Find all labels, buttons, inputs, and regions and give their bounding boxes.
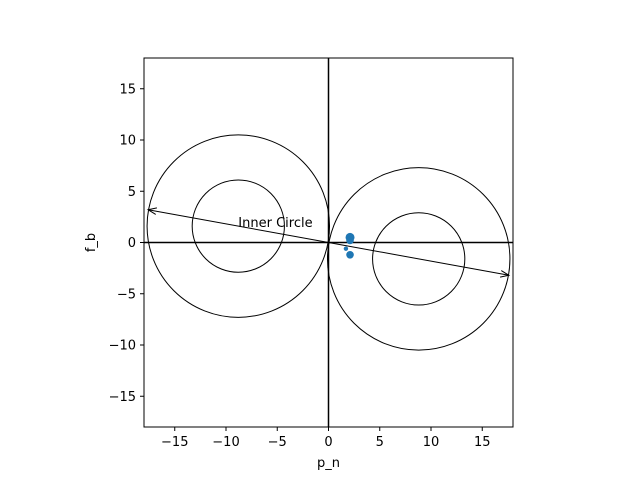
- scatter-point-2: [346, 236, 354, 245]
- axes-frame: [143, 57, 514, 428]
- left-arrow-head: [146, 207, 158, 215]
- x-tick-label: 5: [376, 435, 384, 450]
- right-arrow-shaft: [328, 242, 509, 276]
- x-tick-label: −15: [161, 435, 188, 450]
- left-arrow-shaft: [148, 209, 329, 243]
- right-outer-circle: [326, 167, 511, 351]
- y-tick-label: 5: [128, 185, 136, 200]
- y-tick-label: 15: [119, 82, 136, 97]
- axis-ticks: −15 −10 −5 0 5 10 15 −15 −10 −5 0 5 10 15: [109, 82, 491, 450]
- y-tick-label: 0: [128, 236, 136, 251]
- x-axis-label: p_n: [317, 456, 340, 471]
- y-tick-label: 10: [119, 134, 136, 149]
- x-tick-label: −5: [268, 435, 287, 450]
- x-tick-label: 0: [324, 435, 332, 450]
- x-tick-label: 15: [474, 435, 491, 450]
- x-tick-label: −10: [212, 435, 239, 450]
- y-tick-label: −5: [117, 287, 136, 302]
- right-arrow-head: [499, 270, 511, 278]
- y-axis-label: f_b: [84, 233, 99, 252]
- y-tick-label: −10: [109, 339, 136, 354]
- scatter-point-4: [346, 251, 354, 259]
- y-tick-label: −15: [109, 390, 136, 405]
- left-outer-circle: [146, 134, 331, 318]
- right-inner-circle: [372, 212, 466, 306]
- annotation-1: Inner Circle: [238, 216, 312, 231]
- plot-area: Inner Circle: [144, 58, 513, 427]
- scatter-point-3: [343, 246, 349, 251]
- x-tick-label: 10: [423, 435, 440, 450]
- left-inner-circle: [191, 179, 285, 273]
